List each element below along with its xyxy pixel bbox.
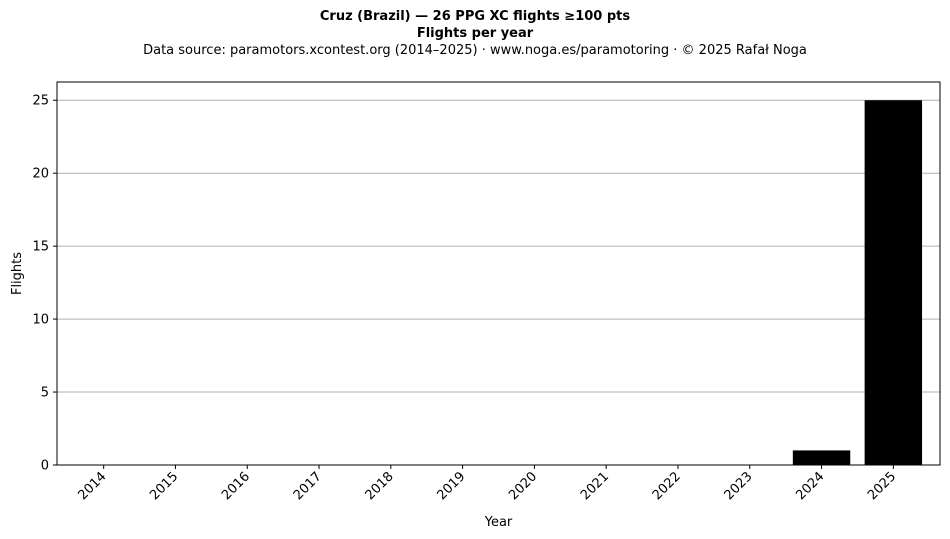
x-tick-label: 2016	[219, 469, 253, 503]
data-source-note: Data source: paramotors.xcontest.org (20…	[143, 43, 807, 58]
x-tick-label: 2019	[434, 469, 468, 503]
y-tick-label: 25	[32, 94, 49, 109]
y-gridlines	[57, 99, 940, 466]
x-tick-label: 2020	[506, 469, 540, 503]
x-tick-label: 2014	[75, 469, 109, 503]
y-tick-label: 0	[41, 459, 49, 474]
chart-subtitle: Flights per year	[416, 26, 534, 41]
bars	[792, 100, 923, 465]
y-tick-label: 20	[32, 167, 49, 182]
y-tick-label: 5	[41, 386, 49, 401]
x-tick-label: 2021	[578, 469, 612, 503]
x-tick-label: 2015	[147, 469, 181, 503]
y-tick-label: 10	[32, 313, 49, 328]
chart-title: Cruz (Brazil) — 26 PPG XC flights ≥100 p…	[319, 9, 631, 24]
plot-frame	[56, 81, 941, 466]
y-axis-label: Flights	[10, 252, 25, 295]
x-tick-label: 2023	[722, 469, 756, 503]
bar	[864, 100, 923, 465]
chart-title-block: Cruz (Brazil) — 26 PPG XC flights ≥100 p…	[0, 8, 950, 59]
x-tick-label: 2018	[363, 469, 397, 503]
y-axis-ticks: 0 5 10 15 20 25	[32, 94, 57, 474]
x-axis-label: Year	[484, 515, 513, 530]
x-axis-ticks: 2014 2015 2016 2017 2018 2019 2020 2021 2022 2023…	[75, 465, 899, 503]
x-tick-label: 2017	[291, 469, 325, 503]
bar	[792, 450, 851, 465]
y-tick-label: 15	[32, 240, 49, 255]
x-tick-label: 2024	[793, 469, 827, 503]
x-tick-label: 2022	[650, 469, 684, 503]
x-tick-label: 2025	[865, 469, 899, 503]
